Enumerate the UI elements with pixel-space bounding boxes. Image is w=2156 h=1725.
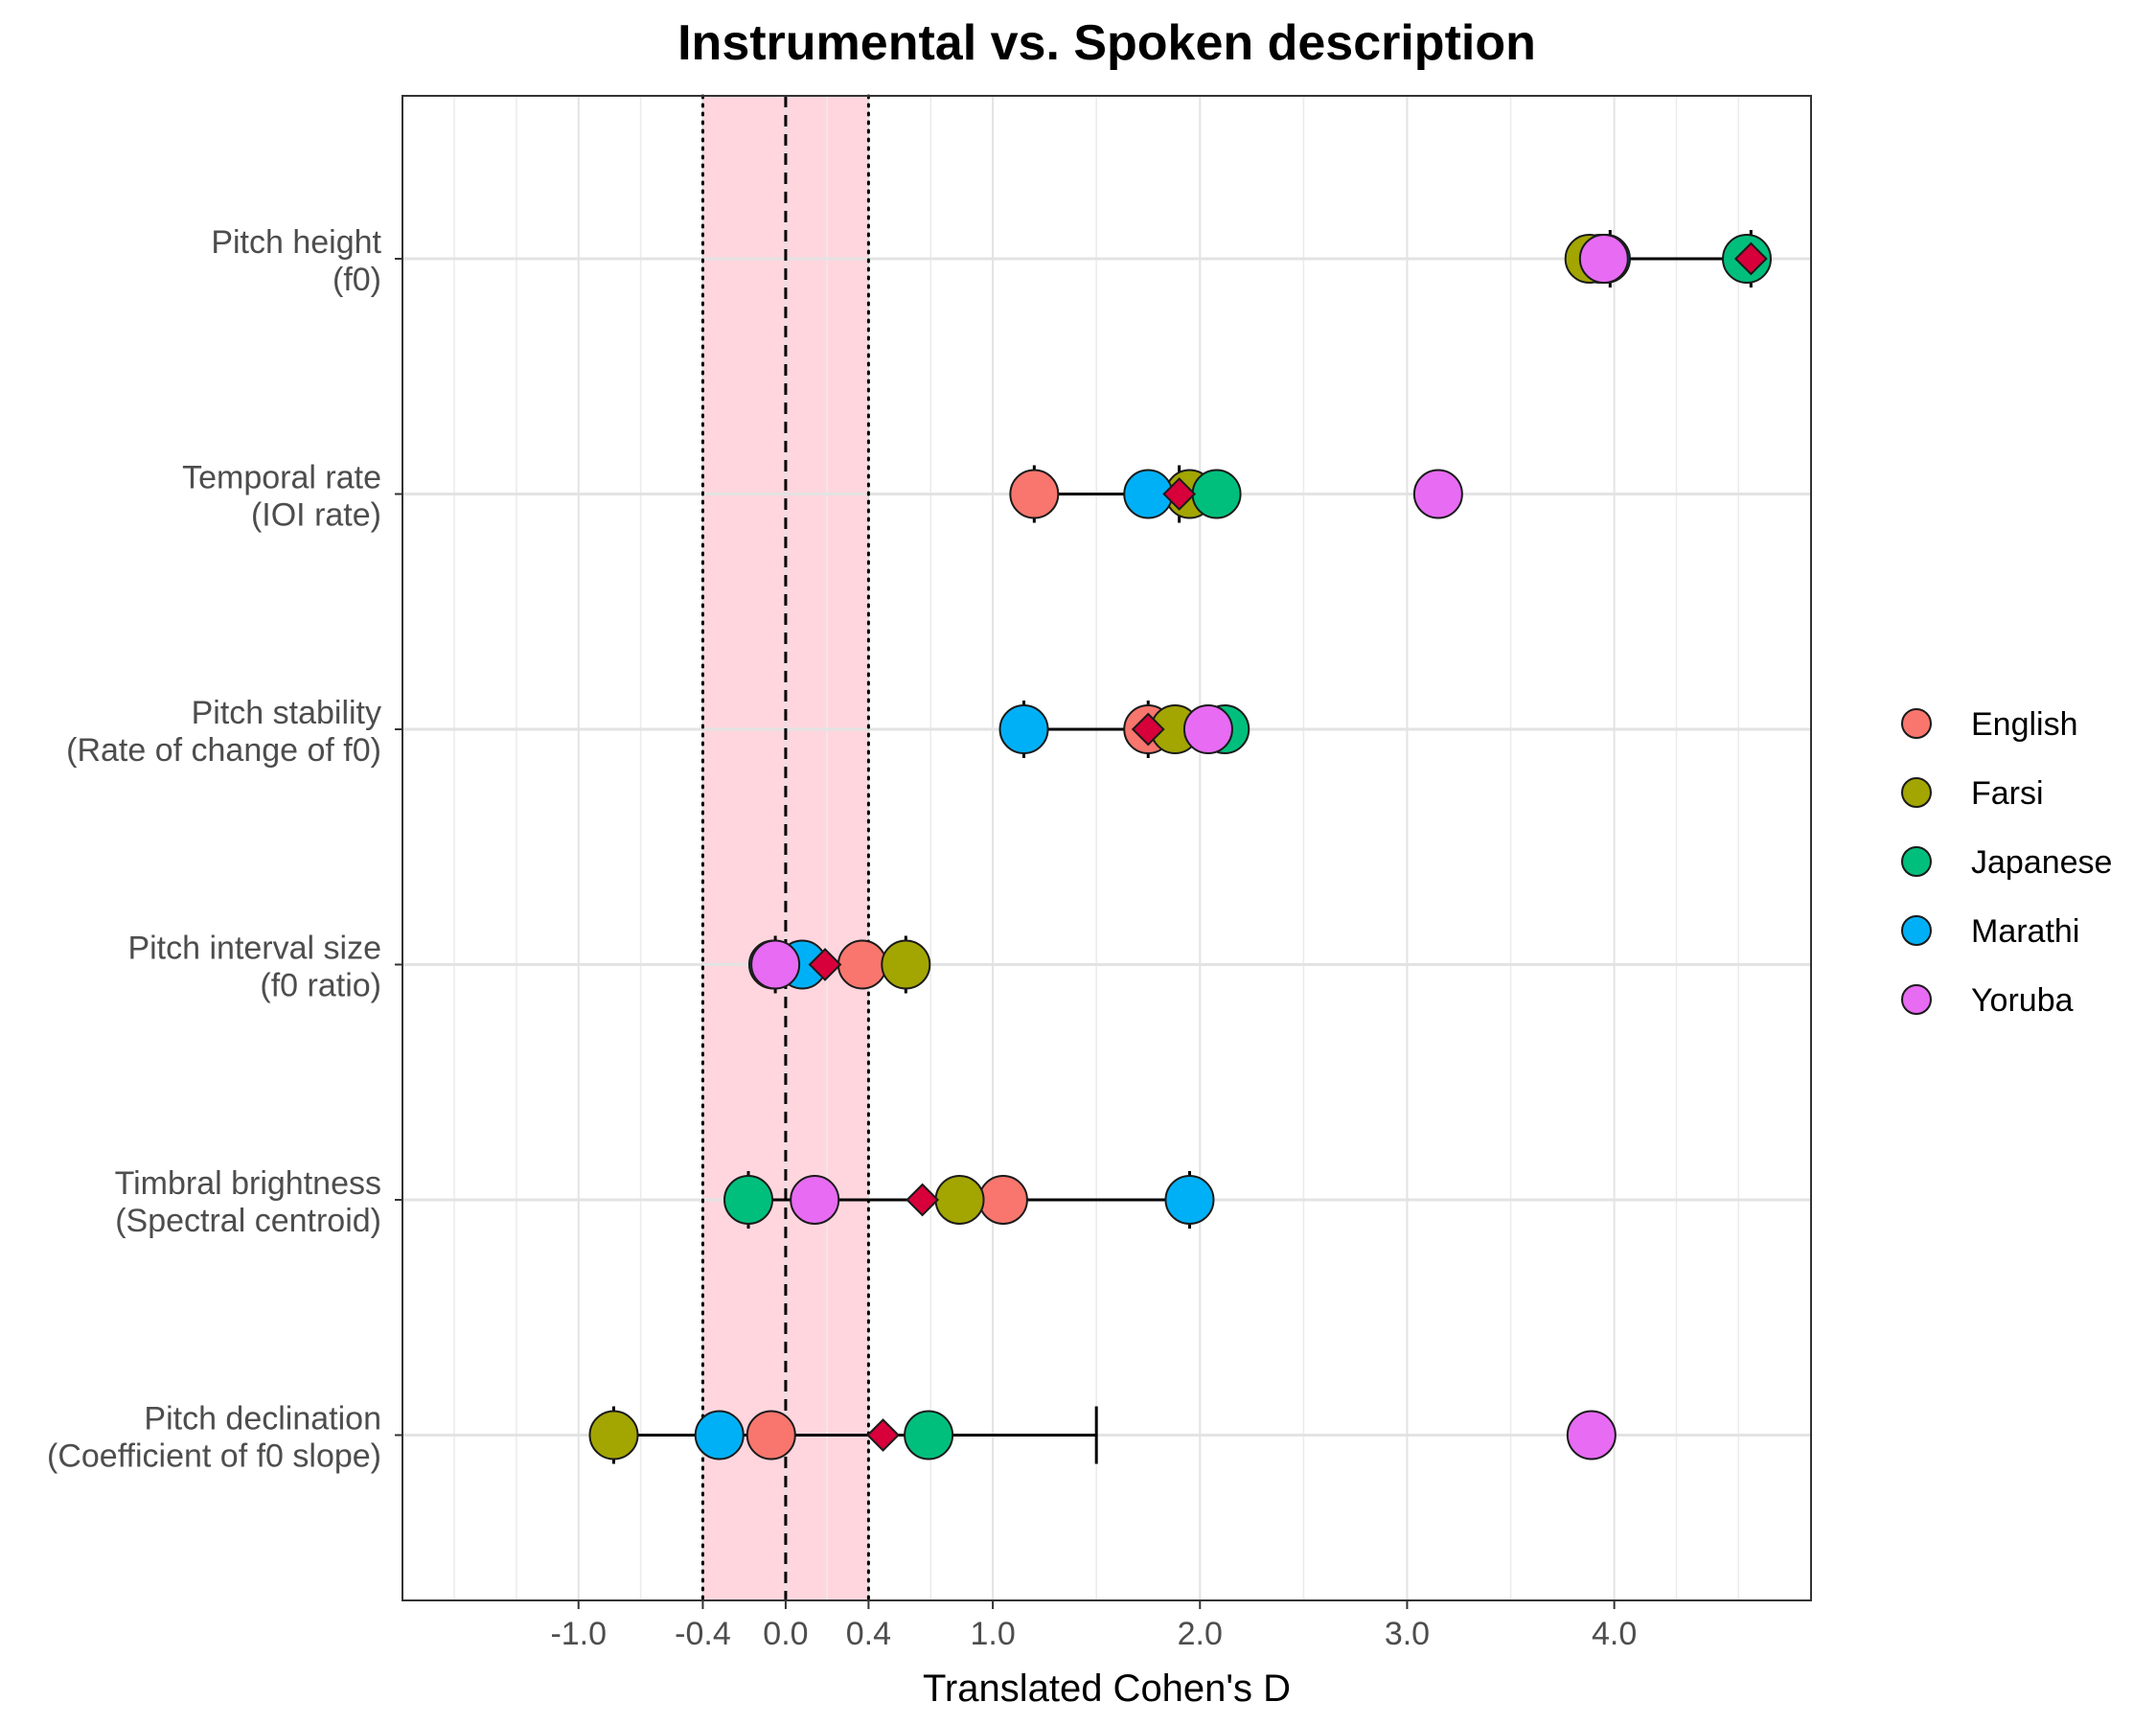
data-point-japanese — [904, 1410, 954, 1460]
y-tick-label-line2: (f0) — [333, 262, 381, 298]
data-point-farsi — [588, 1410, 639, 1460]
pooled-estimate-marker — [1162, 477, 1197, 511]
y-tick-label-line2: (IOI rate) — [251, 497, 381, 534]
data-point-yoruba — [1182, 704, 1233, 754]
pooled-estimate-marker — [866, 1418, 900, 1452]
legend: English Farsi Japanese Marathi Yoruba — [1901, 706, 2112, 1019]
x-tick-label: 4.0 — [1592, 1616, 1637, 1652]
x-tick-label: 2.0 — [1178, 1616, 1223, 1652]
pooled-estimate-marker — [906, 1183, 940, 1217]
legend-label: Yoruba — [1971, 982, 2074, 1019]
x-tick-label: 3.0 — [1385, 1616, 1430, 1652]
y-tick-label-line2: (Rate of change of f0) — [66, 732, 381, 769]
legend-label: Japanese — [1971, 844, 2112, 881]
data-point-marathi — [694, 1410, 745, 1460]
x-axis-label: Translated Cohen's D — [923, 1668, 1291, 1710]
data-point-marathi — [998, 704, 1049, 754]
pooled-layer — [808, 242, 1768, 1452]
pooled-estimate-marker — [1733, 242, 1768, 276]
x-tick-label: -1.0 — [550, 1616, 607, 1652]
y-tick-label-line1: Timbral brightness — [115, 1165, 381, 1202]
legend-label: English — [1971, 706, 2078, 743]
pooled-estimate-marker — [1131, 712, 1165, 747]
y-tick-label-line1: Pitch stability — [192, 695, 381, 731]
data-point-marathi — [1164, 1175, 1215, 1225]
legend-key-japanese — [1901, 846, 1932, 877]
data-point-farsi — [881, 939, 931, 990]
data-point-yoruba — [1566, 1410, 1617, 1460]
pooled-estimate-marker — [808, 948, 842, 981]
data-point-yoruba — [1412, 469, 1463, 519]
y-tick-label-line2: (f0 ratio) — [260, 968, 381, 1004]
y-tick-label-line2: (Coefficient of f0 slope) — [47, 1438, 381, 1475]
legend-key-english — [1901, 708, 1932, 739]
axis-layer: Pitch height(f0) Temporal rate(IOI rate) P… — [47, 224, 1637, 1652]
y-tick-label-line1: Pitch height — [211, 224, 381, 261]
data-point-english — [745, 1410, 796, 1460]
legend-key-farsi — [1901, 777, 1932, 808]
data-point-english — [1009, 469, 1060, 519]
plot-panel-border — [401, 95, 1812, 1601]
y-tick-label-line1: Pitch interval size — [127, 931, 381, 967]
data-point-yoruba — [1578, 234, 1629, 284]
x-tick-label: 1.0 — [970, 1616, 1015, 1652]
data-point-yoruba — [750, 939, 801, 990]
y-tick-label-line1: Temporal rate — [182, 460, 381, 496]
x-tick-label: 0.0 — [763, 1616, 808, 1652]
data-point-english — [977, 1175, 1028, 1225]
data-point-english — [837, 939, 887, 990]
x-tick-label: -0.4 — [675, 1616, 731, 1652]
data-point-farsi — [934, 1175, 985, 1225]
legend-key-yoruba — [1901, 984, 1932, 1015]
data-point-japanese — [723, 1175, 774, 1225]
data-point-yoruba — [790, 1175, 840, 1225]
grid-layer — [402, 96, 1811, 1600]
data-point-japanese — [1191, 469, 1242, 519]
y-tick-label-line1: Pitch declination — [144, 1401, 381, 1438]
x-tick-label: 0.4 — [846, 1616, 891, 1652]
legend-label: Farsi — [1971, 775, 2044, 812]
legend-label: Marathi — [1971, 913, 2079, 950]
chart-title: Instrumental vs. Spoken description — [677, 15, 1536, 71]
y-tick-label-line2: (Spectral centroid) — [115, 1203, 381, 1239]
legend-key-marathi — [1901, 915, 1932, 946]
reference-line-layer — [700, 94, 870, 1602]
